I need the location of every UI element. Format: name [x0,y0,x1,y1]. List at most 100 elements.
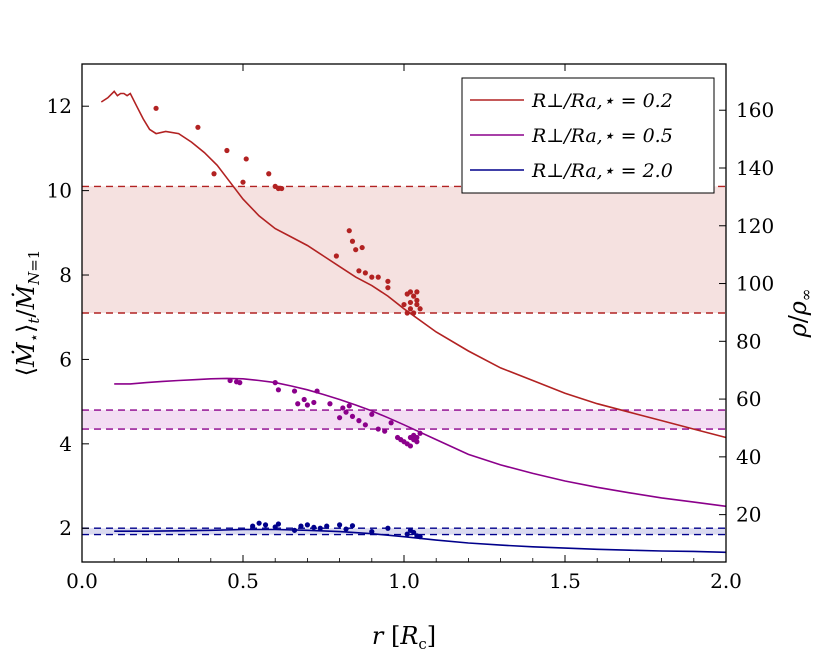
scatter-point-0-25 [407,289,414,295]
scatter-point-0-14 [356,268,362,274]
scatter-point-0-4 [240,179,246,185]
scatter-point-0-10 [333,253,339,259]
scatter-point-1-11 [327,401,333,407]
scatter-point-2-7 [304,522,310,528]
scatter-point-1-0 [227,377,233,384]
scatter-point-0-29 [414,301,420,308]
scatter-point-1-3 [272,380,278,386]
scatter-point-2-15 [385,525,391,531]
scatter-point-0-1 [195,124,201,130]
legend-label-1: R⊥/Ra,⋆ = 0.5 [531,125,673,147]
scatter-point-0-0 [153,105,159,111]
y-left-tick-label-0: 2 [59,516,72,540]
y-right-tick-label-3: 80 [736,329,761,353]
scatter-point-2-10 [324,523,330,529]
bands-layer [82,185,726,536]
x-tick-label-2: 1.0 [388,569,420,593]
scatter-point-0-24 [407,299,414,306]
y-right-tick-label-4: 100 [736,272,774,296]
series-line-1 [114,377,727,508]
scatter-point-0-32 [417,306,423,312]
y-right-tick-label-7: 160 [736,98,774,122]
y-left-tick-label-2: 6 [59,347,72,371]
scatter-point-0-31 [414,289,420,295]
y-axis-left-label: ⟨Ṁ⋆⟩t/ṀN=1 [11,250,43,377]
y-right-tick-label-2: 60 [736,387,761,411]
scatter-point-1-28 [407,443,414,449]
y-right-tick-label-6: 140 [736,156,774,180]
scatter-point-0-21 [401,301,407,308]
band-1 [82,410,726,430]
y-left-tick-label-4: 10 [47,179,72,203]
scatter-point-1-16 [349,413,356,419]
band-2 [82,528,726,535]
scatter-point-0-20 [385,285,391,291]
scatter-point-2-9 [317,525,323,531]
y-right-tick-label-1: 40 [736,445,761,469]
scatter-point-0-9 [279,185,285,192]
scatter-point-2-20 [417,534,423,540]
scatter-point-2-8 [311,524,317,530]
scatter-point-1-5 [291,388,298,394]
scatter-point-0-6 [266,171,272,177]
scatter-point-0-5 [243,156,249,162]
scatter-point-1-31 [414,439,420,445]
y-right-tick-label-0: 20 [736,503,761,527]
legend: R⊥/Ra,⋆ = 0.2 R⊥/Ra,⋆ = 0.5 R⊥/Ra,⋆ = 2.0 [461,77,715,194]
scatter-point-0-11 [346,228,352,234]
scatter-point-0-18 [375,274,381,280]
ticks-layer: 0.0 0.5 1.0 1.5 2.0 2 4 6 8 10 12 20 40 60 80 100 120 140… [47,64,774,593]
legend-label-0: R⊥/Ra,⋆ = 0.2 [531,90,673,112]
scatter-point-0-26 [407,306,414,312]
scatter-point-1-22 [388,420,394,426]
scatter-point-0-3 [224,147,230,154]
scatter-point-2-5 [291,527,298,533]
scatter-point-1-2 [237,380,243,386]
scatter-point-2-11 [337,522,343,528]
x-tick-label-4: 2.0 [710,569,742,593]
scatter-point-0-23 [404,310,410,316]
scatter-point-2-2 [262,522,269,528]
scatter-point-2-0 [250,523,256,529]
scatter-point-1-21 [382,428,388,434]
scatter-point-0-15 [359,244,365,251]
scatter-point-1-7 [301,396,307,403]
y-axis-right-label: ρ/ρ∞ [784,289,815,339]
x-tick-label-1: 0.5 [227,569,259,593]
scatter-point-0-13 [353,247,359,253]
y-left-tick-label-5: 12 [47,94,72,118]
scatter-point-0-19 [385,278,391,284]
scatter-point-1-13 [340,405,346,411]
x-tick-label-3: 1.5 [549,569,581,593]
scatter-point-0-28 [411,310,417,316]
scatter-point-2-4 [275,521,282,527]
scatter-point-2-14 [369,529,375,535]
x-tick-label-0: 0.0 [66,569,98,593]
scatter-point-2-16 [404,531,410,537]
scatter-point-1-12 [337,415,343,421]
scatter-point-2-18 [411,529,417,536]
scatter-point-0-12 [349,238,356,244]
scatter-point-1-6 [295,401,301,407]
y-left-tick-label-1: 4 [59,432,72,456]
scatter-point-1-4 [275,387,282,393]
scatter-point-1-8 [304,402,310,408]
x-axis-label: r [Rc] [372,622,436,653]
scatter-point-1-15 [346,403,352,409]
scatter-point-1-14 [343,409,349,415]
y-left-tick-label-3: 8 [59,263,72,287]
scatter-point-1-18 [362,422,368,428]
scatter-point-1-17 [356,418,362,424]
scatter-point-2-6 [298,523,304,529]
series-line-0 [100,90,727,439]
scatter-point-0-2 [211,171,217,177]
scatter-point-1-20 [375,426,381,432]
scatter-point-1-33 [417,430,423,436]
scatter-point-1-9 [311,399,317,406]
data-layer [100,90,727,554]
scatter-point-0-17 [369,274,375,280]
scatter-point-1-19 [369,411,375,417]
scatter-point-2-1 [256,520,262,526]
y-right-tick-label-5: 120 [736,214,774,238]
